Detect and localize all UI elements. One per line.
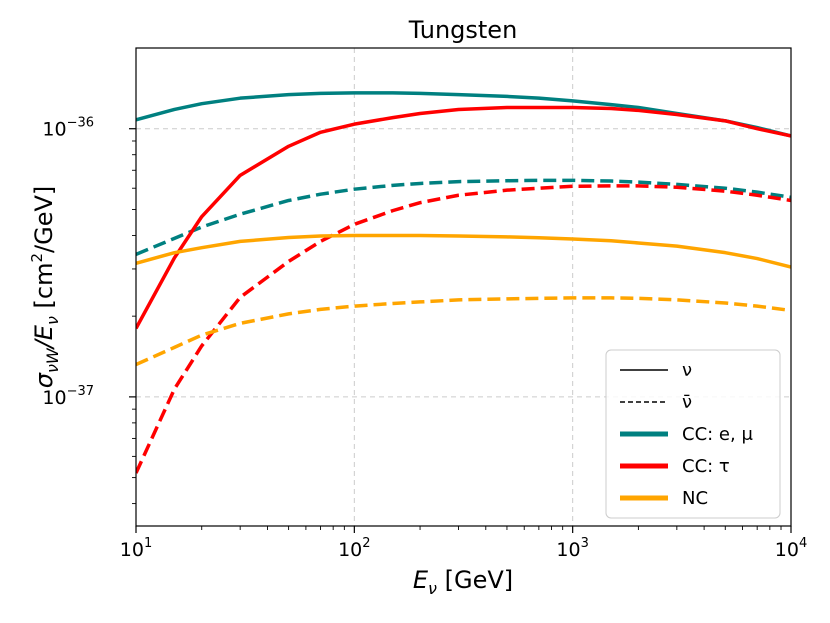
legend-label: CC: e, μ <box>682 424 753 445</box>
series-line <box>136 296 791 367</box>
chart-title: Tungsten <box>408 16 518 44</box>
x-tick-label: 104 <box>775 536 807 561</box>
legend: ν ν̄ CC: e, μ CC: τ NC <box>605 349 781 519</box>
plot-frame <box>135 47 792 527</box>
x-tick-label: 103 <box>556 536 588 561</box>
x-tick-label: 101 <box>120 536 152 561</box>
legend-label: CC: τ <box>682 456 730 477</box>
series-line <box>136 91 791 138</box>
legend-label: NC <box>682 488 708 509</box>
x-tick-label: 102 <box>338 536 370 561</box>
x-axis-label: Eν [GeV] <box>413 566 513 598</box>
y-tick-label: 10−37 <box>42 384 94 409</box>
series-layer <box>136 91 791 474</box>
series-line <box>136 105 791 330</box>
series-line <box>136 233 791 269</box>
grid <box>136 48 791 526</box>
legend-label: ν̄ <box>682 392 692 413</box>
x-axis-ticks: 101 102 103 104 <box>120 526 807 561</box>
y-axis-label: σνW/Eν [cm2/GeV] <box>28 186 62 389</box>
legend-label: ν <box>682 360 692 381</box>
series-line <box>136 178 791 256</box>
y-axis-ticks: 10−37 10−36 <box>42 116 136 505</box>
y-tick-label: 10−36 <box>42 116 94 141</box>
series-line <box>136 184 791 474</box>
legend-box <box>605 349 781 519</box>
